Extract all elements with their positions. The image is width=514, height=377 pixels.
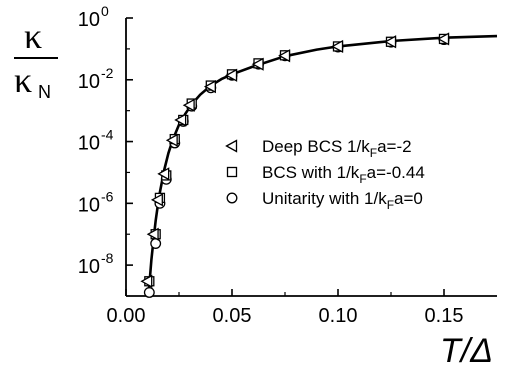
data-point-triangle-left — [278, 49, 291, 63]
y-tick-exponent: -6 — [101, 188, 114, 204]
legend-label: Unitarity with 1/kFa=0 — [262, 189, 423, 212]
legend-label: Deep BCS 1/kFa=-2 — [262, 137, 412, 160]
legend-marker-triangle-left — [225, 139, 238, 153]
data-point-triangle-left — [225, 68, 238, 82]
y-tick-exponent: 0 — [101, 3, 109, 19]
y-tick-label: 10 — [78, 9, 100, 31]
data-markers — [140, 32, 450, 298]
data-point-triangle-left — [150, 193, 163, 207]
y-tick-label: 10 — [78, 256, 100, 278]
y-tick-exponent: -4 — [101, 127, 114, 143]
legend: Deep BCS 1/kFa=-2 BCS with 1/kFa=-0.44 Uni… — [225, 137, 425, 212]
y-tick-label: 10 — [78, 194, 100, 216]
data-point-triangle-left — [437, 32, 450, 46]
data-point-triangle-left — [251, 57, 264, 71]
x-tick-label: 0.10 — [319, 305, 358, 327]
data-point-triangle-left — [157, 167, 170, 181]
data-point-triangle-left — [174, 113, 187, 127]
data-point-circle — [143, 287, 155, 298]
y-tick-exponent: -8 — [101, 250, 114, 266]
axes — [125, 18, 497, 297]
y-axis-label: κ κ N — [14, 16, 58, 102]
data-point-triangle-left — [331, 39, 344, 54]
y-label-numerator: κ — [24, 16, 42, 56]
data-point-triangle-left — [182, 98, 195, 112]
y-tick-label: 10 — [78, 133, 100, 155]
data-point-triangle-left — [384, 35, 397, 49]
legend-marker-square — [226, 166, 238, 178]
legend-label: BCS with 1/kFa=-0.44 — [262, 163, 425, 186]
data-point-triangle-left — [146, 227, 159, 241]
data-point-triangle-left — [203, 80, 216, 94]
x-axis-label: T/Δ — [440, 332, 493, 370]
x-tick-label: 0.15 — [425, 305, 464, 327]
x-ticks: 0.00 0.05 0.10 0.15 — [107, 289, 464, 327]
legend-marker-circle — [226, 192, 238, 204]
data-point-triangle-left — [140, 274, 153, 288]
y-tick-label: 10 — [78, 71, 100, 93]
x-tick-label: 0.05 — [213, 305, 252, 327]
y-label-denominator: κ — [14, 60, 32, 100]
data-point-triangle-left — [165, 133, 178, 147]
data-point-circle — [150, 238, 162, 249]
x-tick-label: 0.00 — [107, 305, 146, 327]
y-tick-exponent: -2 — [101, 65, 114, 81]
y-label-denominator-sub: N — [38, 82, 51, 102]
